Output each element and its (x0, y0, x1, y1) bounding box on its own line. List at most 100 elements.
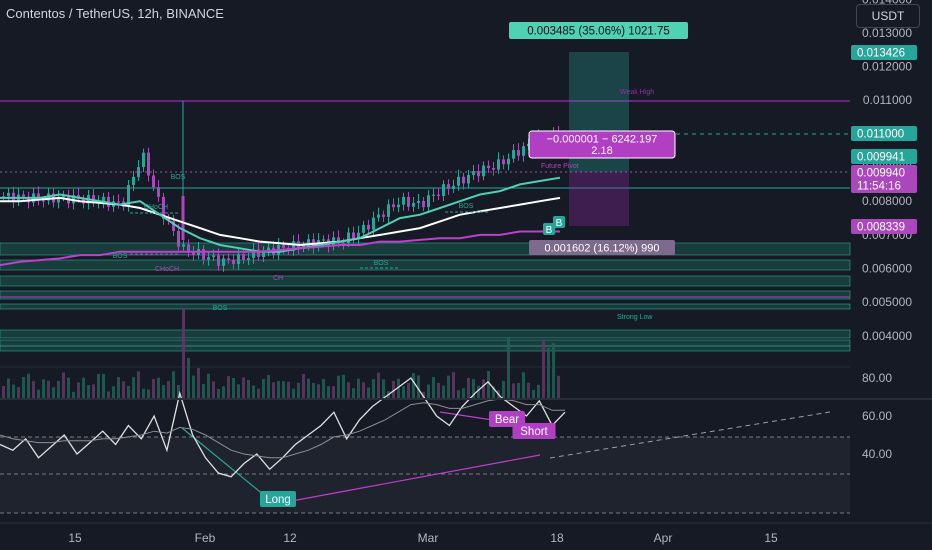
volume-bar (477, 385, 480, 398)
candle-body (57, 197, 60, 203)
volume-bar (207, 373, 210, 398)
volume-bar (362, 382, 365, 398)
support-zone (0, 303, 851, 310)
volume-bar (257, 388, 260, 398)
volume-bar (337, 375, 340, 398)
future-pivot-label: Future Pivot (541, 163, 579, 170)
candle-body (472, 171, 475, 176)
volume-bar (77, 382, 80, 398)
volume-bar (7, 378, 10, 398)
volume-bar (352, 388, 355, 398)
volume-bar (27, 373, 30, 398)
candle-body (127, 185, 130, 207)
oscillator-band (0, 437, 850, 513)
time-axis-tick: 12 (283, 531, 297, 545)
candle-body (512, 150, 515, 159)
volume-bar (437, 382, 440, 398)
time-axis-tick: 15 (764, 531, 778, 545)
currency-button[interactable]: USDT (856, 4, 920, 28)
volume-bar (102, 373, 105, 398)
volume-bar (422, 391, 425, 398)
price-tag: 0.008339 (857, 222, 905, 234)
volume-bar (132, 377, 135, 398)
candle-body (222, 258, 225, 266)
price-tag: 0.009941 (857, 152, 905, 164)
support-zone (0, 345, 851, 352)
candle-body (372, 217, 375, 230)
buy-marker-label: B (546, 225, 553, 236)
bos-label: BOS (374, 260, 389, 267)
price-axis-tick: 0.011000 (863, 93, 912, 107)
volume-bar (62, 372, 65, 398)
candle-body (377, 214, 380, 218)
support-zone (0, 290, 851, 300)
stop-label-box (528, 130, 676, 159)
volume-bar (432, 377, 435, 398)
candle-body (292, 241, 295, 251)
target-label: 0.003485 (35.06%) 1021.75 (527, 26, 670, 38)
candle-body (422, 200, 425, 208)
volume-bar (192, 375, 195, 398)
candle-body (412, 202, 415, 207)
buy-marker-label: B (556, 218, 563, 229)
volume-bar (67, 377, 70, 398)
oscillator-projection (549, 411, 831, 459)
volume-bar (467, 377, 470, 398)
candle-body (447, 184, 450, 189)
price-axis-tick: 0.006000 (862, 262, 912, 276)
volume-bar (492, 386, 495, 398)
volume-bar (97, 373, 100, 398)
signal-label-box (512, 423, 556, 439)
candle-body (102, 196, 105, 203)
candle-body (322, 239, 325, 241)
price-tag-box (851, 45, 917, 60)
candle-body (157, 187, 160, 197)
zone-layer (0, 52, 851, 368)
support-zone (0, 329, 851, 339)
volume-bar (117, 377, 120, 398)
choch-label: CHoCH (155, 266, 179, 273)
candle-body (517, 150, 520, 156)
volume-bar (137, 371, 140, 398)
candle-body (117, 201, 120, 203)
volume-bar (392, 380, 395, 398)
volume-bar (377, 372, 380, 398)
volume-bar (247, 380, 250, 398)
volume-bar (122, 381, 125, 398)
candle-body (382, 214, 385, 217)
structure-layer: BOS BOS BOS BOS BOS CHoCH CHoCH CH Weak High Stro… (113, 22, 688, 321)
volume-bar (487, 371, 490, 398)
moving-average-line (0, 230, 560, 267)
bos-label: BOS (459, 203, 474, 210)
volume-bar (57, 380, 60, 398)
support-zone (0, 242, 851, 256)
candle-body (352, 232, 355, 239)
candle-body (267, 247, 270, 251)
weak-high-label: Weak High (620, 89, 654, 96)
choch-label: CH (273, 275, 283, 282)
candle-body (407, 196, 410, 207)
price-tags-layer: 0.013426 0.011000 0.009941 0.00994011:54:16… (851, 45, 917, 234)
candle-body (217, 255, 220, 266)
volume-bar (332, 386, 335, 398)
bos-label: BOS (213, 305, 228, 312)
volume-bar (112, 386, 115, 398)
price-tag-box (851, 165, 917, 180)
candle-body (92, 195, 95, 204)
candle-body (181, 196, 185, 240)
volume-bar (347, 382, 350, 398)
volume-bar (152, 378, 155, 398)
candle-body (2, 196, 5, 198)
volume-bar (322, 379, 325, 398)
candle-body (497, 159, 500, 170)
volume-bar (412, 372, 415, 398)
candle-body (257, 249, 260, 258)
volume-bar (72, 391, 75, 398)
volume-bar (552, 343, 555, 398)
buy-marker (543, 223, 555, 235)
volume-bar (127, 385, 130, 398)
price-tag: 0.011000 (857, 129, 904, 141)
candle-body (402, 196, 405, 205)
